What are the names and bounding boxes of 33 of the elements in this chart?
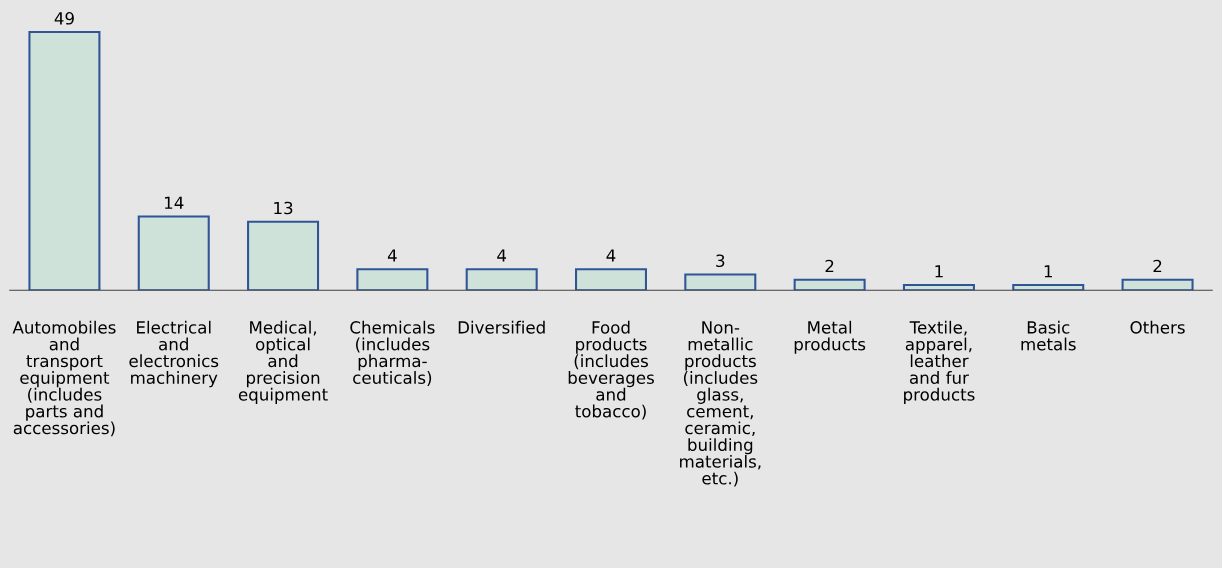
data-label: 3 xyxy=(716,254,725,268)
bar xyxy=(465,268,538,291)
bar xyxy=(684,273,757,291)
category-label: Non- metallic products (includes glass, cement, ceramic, building materials, etc.) xyxy=(680,321,761,487)
x-tick-label: Electrical and electronics machinery xyxy=(129,320,219,388)
bar xyxy=(356,268,429,291)
bar xyxy=(247,220,320,291)
data-label: 2 xyxy=(825,259,834,273)
data-label: 14 xyxy=(164,196,184,209)
data-label: 4 xyxy=(606,249,616,262)
bar xyxy=(1012,283,1085,291)
data-label: 1 xyxy=(1044,265,1053,278)
bar xyxy=(793,278,866,291)
data-label: 2 xyxy=(1153,259,1162,273)
bar xyxy=(1121,278,1194,291)
data-label: 4 xyxy=(497,249,507,262)
bar xyxy=(137,215,210,291)
data-label: 4 xyxy=(387,249,397,262)
x-tick-label: Textile, apparel, leather and fur products xyxy=(904,320,975,404)
x-tick-label: Basic metals xyxy=(1021,320,1076,351)
data-label: 1 xyxy=(935,265,943,278)
x-tick-label: Chemicals (includes pharma- ceuticals) xyxy=(350,320,435,386)
data-label: 49 xyxy=(54,12,74,25)
x-tick-label: Metal products xyxy=(794,320,866,354)
data-label: 13 xyxy=(274,201,293,215)
bar xyxy=(902,283,975,291)
x-tick-label: Diversified xyxy=(458,320,545,334)
x-tick-label: Others xyxy=(1130,320,1185,334)
bar xyxy=(574,268,648,291)
x-tick-label: Automobiles and transport equipment (includes parts and accessories) xyxy=(12,320,116,437)
bar xyxy=(28,30,101,291)
x-tick-label: Medical, optical and precision equipment xyxy=(238,320,328,404)
x-tick-label: Food products (includes beverages and tobacco) xyxy=(568,320,654,420)
